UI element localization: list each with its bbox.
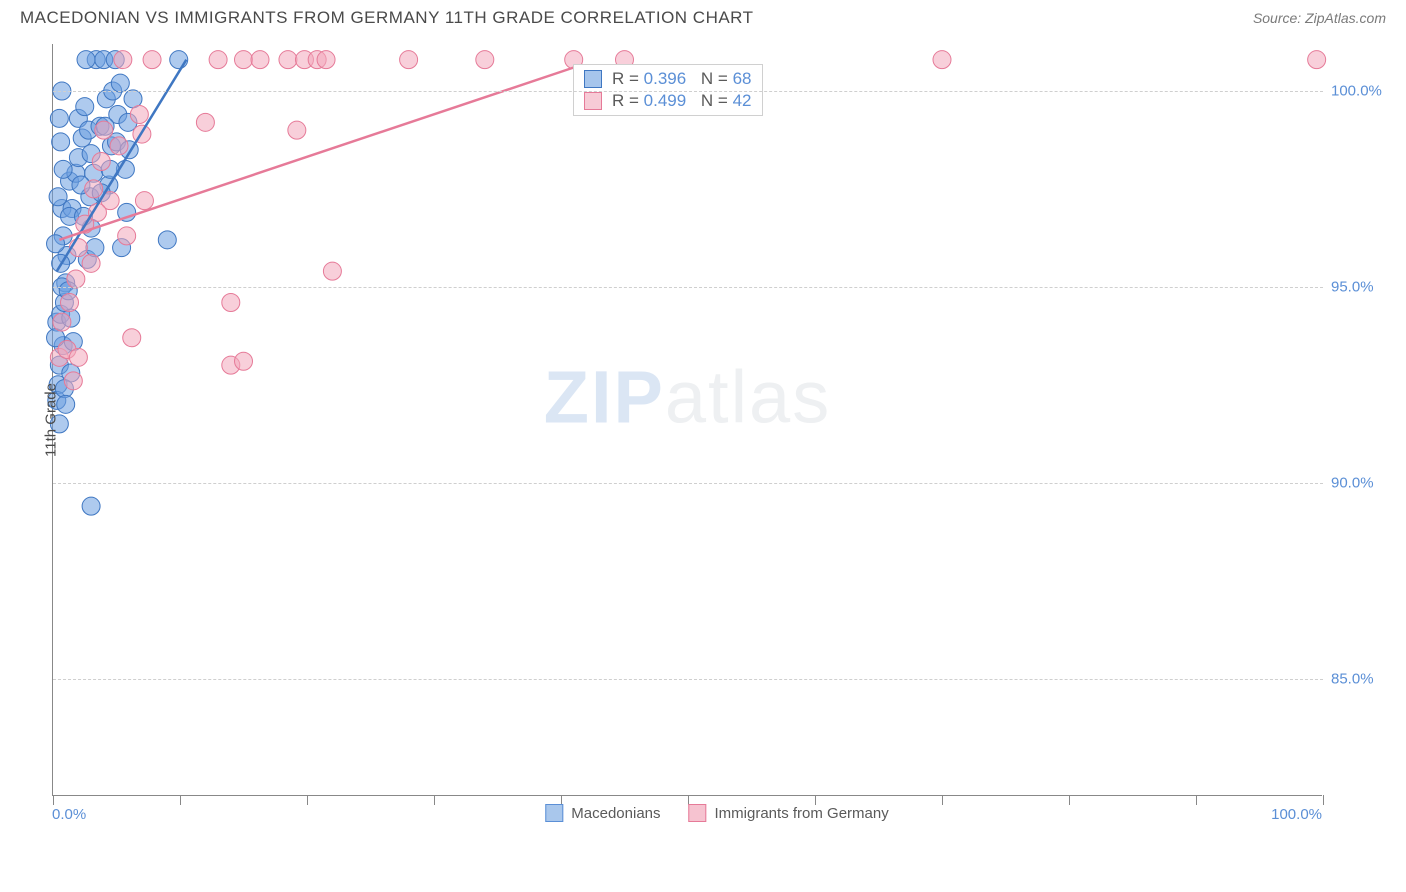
- data-point: [54, 160, 72, 178]
- correlation-row: R = 0.396 N = 68: [584, 69, 752, 89]
- data-point: [123, 329, 141, 347]
- data-point: [77, 51, 95, 69]
- data-point: [61, 294, 79, 312]
- n-label: N = 68: [696, 69, 751, 89]
- data-point: [1308, 51, 1326, 69]
- r-label: R = 0.499: [612, 91, 686, 111]
- x-tick: [1196, 795, 1197, 805]
- data-point: [158, 231, 176, 249]
- data-point: [92, 153, 110, 171]
- legend-swatch: [689, 804, 707, 822]
- x-axis-min-label: 0.0%: [52, 806, 86, 823]
- correlation-row: R = 0.499 N = 42: [584, 91, 752, 111]
- x-axis-max-label: 100.0%: [1271, 806, 1322, 823]
- gridline-h: [53, 287, 1323, 288]
- gridline-h: [53, 91, 1323, 92]
- data-point: [196, 113, 214, 131]
- data-point: [209, 51, 227, 69]
- correlation-legend: R = 0.396 N = 68R = 0.499 N = 42: [573, 64, 763, 116]
- source-attribution: Source: ZipAtlas.com: [1253, 10, 1386, 26]
- data-point: [251, 51, 269, 69]
- y-tick-label: 90.0%: [1331, 474, 1374, 491]
- x-tick: [180, 795, 181, 805]
- plot-container: ZIPatlas R = 0.396 N = 68R = 0.499 N = 4…: [52, 44, 1382, 796]
- data-point: [235, 352, 253, 370]
- series-swatch: [584, 70, 602, 88]
- data-point: [400, 51, 418, 69]
- data-point: [50, 109, 68, 127]
- data-point: [114, 51, 132, 69]
- data-point: [933, 51, 951, 69]
- data-point: [67, 270, 85, 288]
- data-point: [118, 227, 136, 245]
- x-tick: [1323, 795, 1324, 805]
- data-point: [235, 51, 253, 69]
- y-tick-label: 100.0%: [1331, 83, 1382, 100]
- data-point: [82, 254, 100, 272]
- data-point: [222, 294, 240, 312]
- r-label: R = 0.396: [612, 69, 686, 89]
- data-point: [111, 74, 129, 92]
- data-point: [64, 372, 82, 390]
- legend: Macedonians Immigrants from Germany: [545, 804, 888, 822]
- data-point: [82, 497, 100, 515]
- x-tick: [1069, 795, 1070, 805]
- series-swatch: [584, 92, 602, 110]
- chart-title: MACEDONIAN VS IMMIGRANTS FROM GERMANY 11…: [20, 8, 754, 28]
- legend-swatch: [545, 804, 563, 822]
- data-point: [143, 51, 161, 69]
- data-point: [69, 348, 87, 366]
- data-point: [135, 192, 153, 210]
- y-tick-label: 85.0%: [1331, 670, 1374, 687]
- data-point: [86, 239, 104, 257]
- x-tick: [53, 795, 54, 805]
- data-point: [130, 106, 148, 124]
- legend-label: Immigrants from Germany: [715, 805, 889, 822]
- data-point: [317, 51, 335, 69]
- gridline-h: [53, 679, 1323, 680]
- data-point: [476, 51, 494, 69]
- data-point: [95, 121, 113, 139]
- data-point: [110, 137, 128, 155]
- y-axis-label: 11th Grade: [42, 383, 59, 457]
- x-tick: [434, 795, 435, 805]
- data-point: [288, 121, 306, 139]
- data-point: [52, 133, 70, 151]
- y-tick-label: 95.0%: [1331, 278, 1374, 295]
- gridline-h: [53, 483, 1323, 484]
- legend-item: Macedonians: [545, 804, 660, 822]
- legend-item: Immigrants from Germany: [689, 804, 889, 822]
- data-point: [47, 235, 65, 253]
- data-point: [76, 98, 94, 116]
- data-point: [279, 51, 297, 69]
- x-tick: [942, 795, 943, 805]
- data-point: [85, 180, 103, 198]
- data-point: [53, 313, 71, 331]
- plot-area: ZIPatlas R = 0.396 N = 68R = 0.499 N = 4…: [52, 44, 1322, 796]
- data-point: [49, 188, 67, 206]
- n-label: N = 42: [696, 91, 751, 111]
- legend-label: Macedonians: [571, 805, 660, 822]
- scatter-svg: [53, 44, 1323, 796]
- data-point: [323, 262, 341, 280]
- x-tick: [307, 795, 308, 805]
